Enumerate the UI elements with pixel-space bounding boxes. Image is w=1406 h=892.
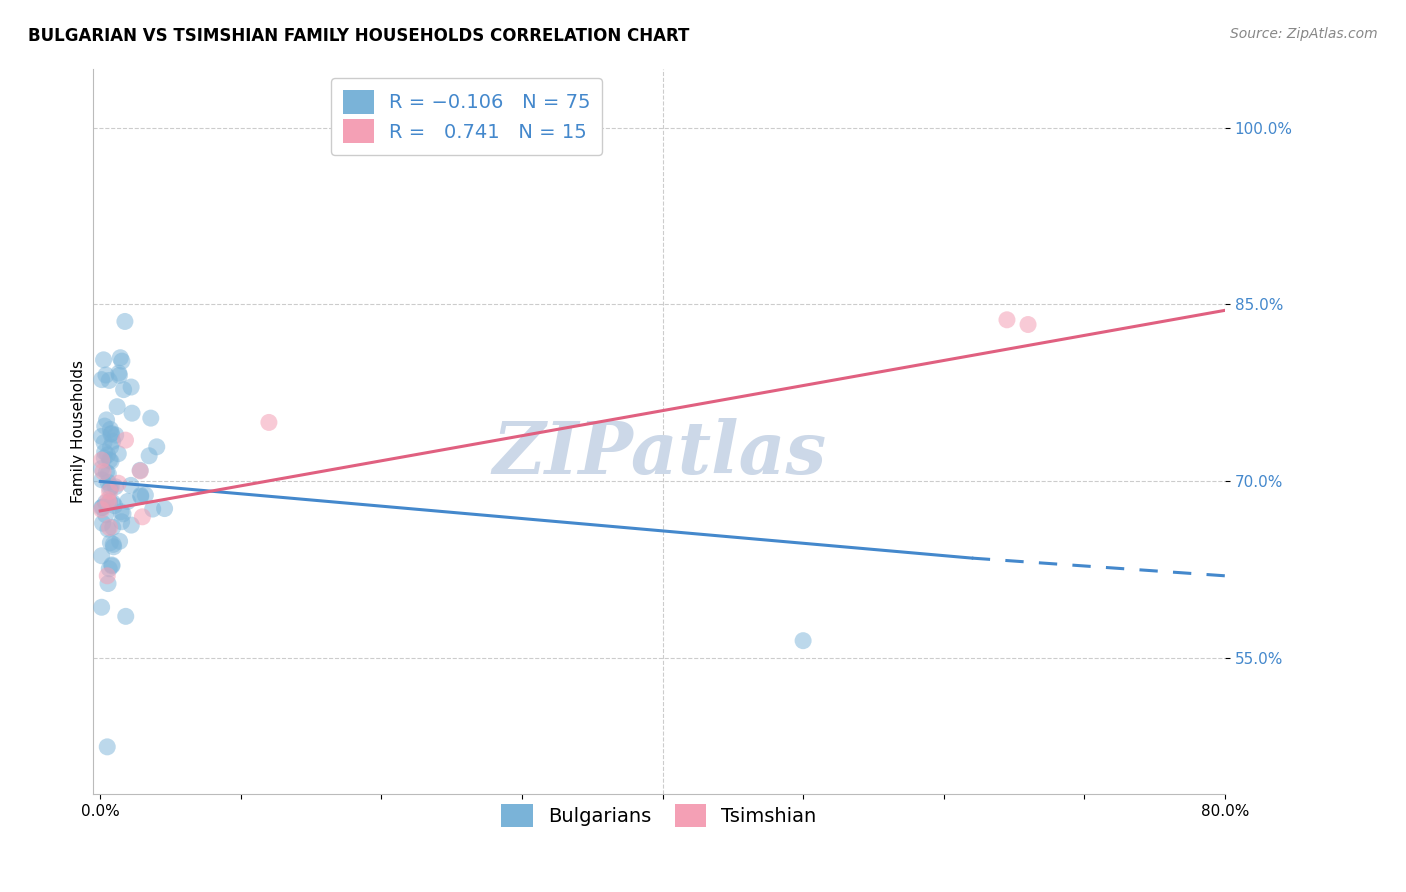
Point [129, 488, 152, 502]
Text: BULGARIAN VS TSIMSHIAN FAMILY HOUSEHOLDS CORRELATION CHART: BULGARIAN VS TSIMSHIAN FAMILY HOUSEHOLDS… [28, 27, 689, 45]
Point [97, 467, 120, 481]
Point [142, 502, 165, 516]
Point [97, 475, 120, 490]
Point [98, 373, 121, 387]
Point [97, 492, 120, 507]
Point [93, 419, 115, 434]
Point [103, 540, 125, 554]
Point [93, 450, 115, 465]
Point [90, 461, 112, 475]
Point [101, 495, 124, 509]
Point [995, 313, 1018, 327]
Point [103, 537, 125, 551]
Point [98, 422, 121, 436]
Point [114, 609, 136, 624]
Point [104, 480, 127, 494]
Point [90, 373, 112, 387]
Point [98, 453, 121, 467]
Point [101, 558, 124, 573]
Point [112, 383, 135, 397]
Point [90, 502, 112, 516]
Point [110, 505, 132, 519]
Point [107, 476, 129, 491]
Point [90, 500, 112, 515]
Point [100, 427, 122, 442]
Text: Source: ZipAtlas.com: Source: ZipAtlas.com [1230, 27, 1378, 41]
Point [94, 368, 117, 382]
Point [94, 508, 117, 522]
Point [134, 488, 156, 502]
Point [97, 576, 120, 591]
Point [96, 465, 118, 479]
Point [129, 463, 152, 477]
Point [117, 494, 139, 508]
Point [792, 633, 814, 648]
Point [93, 352, 115, 367]
Point [121, 406, 143, 420]
Point [111, 354, 134, 368]
Point [103, 499, 125, 513]
Point [96, 413, 118, 427]
Point [93, 435, 115, 450]
Point [131, 509, 153, 524]
Point [91, 500, 114, 514]
Point [100, 440, 122, 454]
Point [108, 366, 131, 380]
Point [101, 434, 124, 449]
Point [90, 600, 112, 615]
Point [138, 449, 160, 463]
Point [104, 428, 127, 442]
Point [129, 464, 152, 478]
Point [90, 453, 112, 467]
Point [107, 447, 129, 461]
Point [90, 473, 112, 487]
Point [91, 516, 114, 531]
Legend: Bulgarians, Tsimshian: Bulgarians, Tsimshian [494, 796, 824, 835]
Point [98, 484, 121, 499]
Point [97, 522, 120, 536]
Point [145, 440, 167, 454]
Point [100, 535, 122, 549]
Point [98, 562, 121, 576]
Point [91, 465, 114, 479]
Point [1017, 318, 1039, 332]
Point [93, 445, 115, 459]
Point [120, 478, 142, 492]
Point [110, 351, 132, 365]
Point [120, 518, 142, 533]
Point [120, 380, 142, 394]
Point [108, 368, 131, 383]
Point [129, 490, 152, 504]
Point [100, 454, 122, 468]
Point [139, 411, 162, 425]
Point [94, 496, 117, 510]
Y-axis label: Family Households: Family Households [72, 359, 86, 503]
Point [96, 448, 118, 462]
Point [100, 426, 122, 441]
Point [100, 480, 122, 494]
Point [90, 549, 112, 563]
Point [90, 429, 112, 443]
Point [105, 400, 128, 414]
Point [111, 507, 134, 521]
Point [96, 739, 118, 754]
Point [111, 515, 134, 529]
Point [153, 501, 176, 516]
Point [96, 569, 118, 583]
Point [98, 482, 121, 496]
Point [101, 558, 124, 572]
Point [108, 534, 131, 549]
Point [114, 314, 136, 328]
Text: ZIPatlas: ZIPatlas [492, 417, 827, 489]
Point [257, 416, 280, 430]
Point [101, 520, 124, 534]
Point [98, 495, 121, 509]
Point [97, 495, 120, 509]
Point [114, 433, 136, 447]
Point [98, 520, 121, 534]
